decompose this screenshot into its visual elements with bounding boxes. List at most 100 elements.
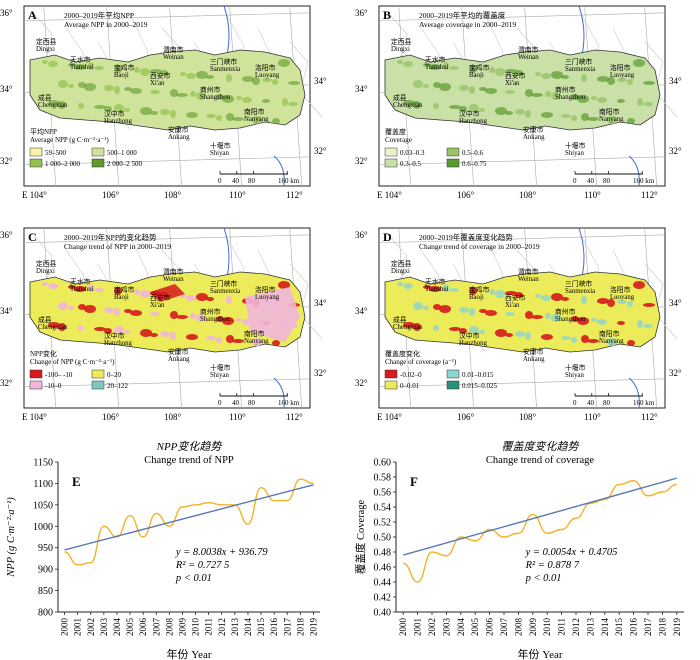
city-label-en: Nanyang [599, 116, 624, 123]
city-label-en: Luoyang [255, 72, 280, 79]
x-tick-label: 2002 [86, 618, 96, 636]
lat-label: 34° [314, 76, 327, 86]
city-label-cn: 洛阳市 [610, 63, 631, 72]
lat-label: 32° [0, 378, 13, 388]
x-tick-label: 2015 [256, 618, 266, 637]
regression-equation: y = 8.0038x + 936.79 [175, 547, 268, 558]
city-label-cn: 成县 [393, 93, 407, 102]
x-tick-label: 2005 [125, 618, 135, 637]
scale-label: 160 km [633, 399, 655, 407]
scale-label: 40 [232, 177, 240, 185]
regression-p: p < 0.01 [175, 573, 212, 584]
lon-label: E 104° [377, 190, 402, 200]
y-tick-label: 0.56 [374, 488, 392, 499]
y-tick-label: 0.50 [374, 533, 392, 544]
legend-swatch [29, 369, 43, 379]
city-label-cn: 商州市 [200, 307, 221, 316]
scale-label: 40 [587, 177, 595, 185]
x-axis-label: 年份 Year [517, 647, 562, 660]
city-label-cn: 安康市 [168, 347, 189, 356]
city-label-en: Ankang [523, 134, 545, 141]
lat-label: 32° [355, 378, 368, 388]
x-tick-label: 2017 [643, 618, 653, 637]
chart-title-en: Change trend of NPP [144, 455, 234, 466]
panel-title-cn: 2000–2019年平均的覆盖度 [419, 10, 506, 20]
city-label-en: Ankang [168, 356, 190, 363]
lon-label: 108° [164, 412, 182, 422]
scale-label: 160 km [278, 399, 300, 407]
x-tick-label: 2003 [99, 618, 109, 637]
panel-letter: A [28, 8, 37, 22]
city-label-cn: 西安市 [150, 71, 171, 80]
city-label-cn: 渭南市 [163, 267, 184, 276]
y-tick-label: 900 [38, 565, 53, 576]
coordinate-labels: E 104° 106° 108° 110° 112° 36° 34° 32° 34° 32° [355, 230, 682, 422]
city-label-cn: 汉中市 [104, 331, 125, 340]
city-label-cn: 十堰市 [565, 141, 586, 150]
city-label-en: Shiyan [565, 372, 584, 379]
city-label-cn: 三门峡市 [210, 57, 237, 66]
y-tick-label: 800 [38, 608, 53, 619]
city-label-cn: 天水市 [425, 55, 446, 64]
city-label-en: Sanmenxia [565, 66, 595, 73]
legend-swatch [446, 369, 460, 379]
legend-title-en: Coverage [385, 136, 412, 144]
legend-label: 0.03–0.3 [400, 149, 425, 157]
scale-label: 40 [587, 399, 595, 407]
city-label-en: Weinan [518, 276, 539, 283]
city-label-cn: 西安市 [150, 293, 171, 302]
legend-label: 20–122 [107, 382, 129, 390]
river [628, 155, 640, 187]
coordinate-labels: E 104° 106° 108° 110° 112° 36° 34° 32° 34° 32° [0, 8, 327, 200]
city-label-cn: 渭南市 [163, 45, 184, 54]
panel-letter: B [383, 8, 391, 22]
city-label-en: Dingxi [391, 46, 410, 53]
city-label-cn: 定西县 [36, 259, 57, 268]
legend-swatch [91, 369, 105, 379]
panel-title-cn: 2000–2019年覆盖度变化趋势 [419, 232, 513, 242]
scale-label: 80 [248, 177, 256, 185]
panel-title-cn: 2000–2019年平均NPP [64, 10, 134, 20]
city-label-cn: 南阳市 [244, 329, 265, 338]
x-tick-label: 2001 [413, 618, 423, 636]
city-label-en: Hanzhong [459, 118, 488, 125]
coordinate-labels: E 104° 106° 108° 110° 112° 36° 34° 32° 34° 32° [0, 230, 327, 422]
city-label-cn: 南阳市 [599, 107, 620, 116]
study-region [384, 49, 661, 131]
lon-label: 106° [457, 190, 475, 200]
city-label-en: Shangzhou [555, 94, 586, 101]
city-label-cn: 西安市 [505, 293, 526, 302]
chart-title-cn: NPP变化趋势 [156, 440, 223, 453]
city-label-cn: 南阳市 [599, 329, 620, 338]
y-tick-label: 1000 [33, 522, 53, 533]
series-line-observed [64, 478, 314, 566]
city-label-en: Nanyang [244, 338, 269, 345]
city-label-en: Sanmenxia [210, 66, 240, 73]
lon-label: E 104° [22, 412, 47, 422]
legend-label: 0.015–0.025 [462, 382, 498, 390]
x-tick-label: 2004 [456, 618, 466, 637]
x-tick-label: 2008 [164, 618, 174, 637]
city-label-cn: 宝鸡市 [469, 285, 490, 294]
lat-label: 32° [669, 368, 682, 378]
lat-label: 32° [314, 146, 327, 156]
city-label-en: Luoyang [255, 294, 280, 301]
city-label-cn: 成县 [393, 315, 407, 324]
city-label-en: Dingxi [36, 46, 55, 53]
city-label-en: Shangzhou [200, 316, 231, 323]
city-label-en: Luoyang [610, 72, 635, 79]
legend-title-en: Average NPP (g C·m⁻²·a⁻¹) [30, 136, 109, 144]
region-texture [42, 281, 300, 346]
lon-label: E 104° [22, 190, 47, 200]
lon-label: 108° [519, 190, 537, 200]
legend-swatch [384, 380, 398, 390]
x-tick-label: 2011 [204, 618, 214, 636]
y-tick-label: 1050 [33, 500, 53, 511]
x-tick-label: 2018 [295, 618, 305, 637]
lat-label: 32° [669, 146, 682, 156]
scale-label: 0 [573, 177, 577, 185]
scale-label: 80 [603, 177, 611, 185]
legend-swatch [384, 369, 398, 379]
lat-label: 32° [0, 156, 13, 166]
